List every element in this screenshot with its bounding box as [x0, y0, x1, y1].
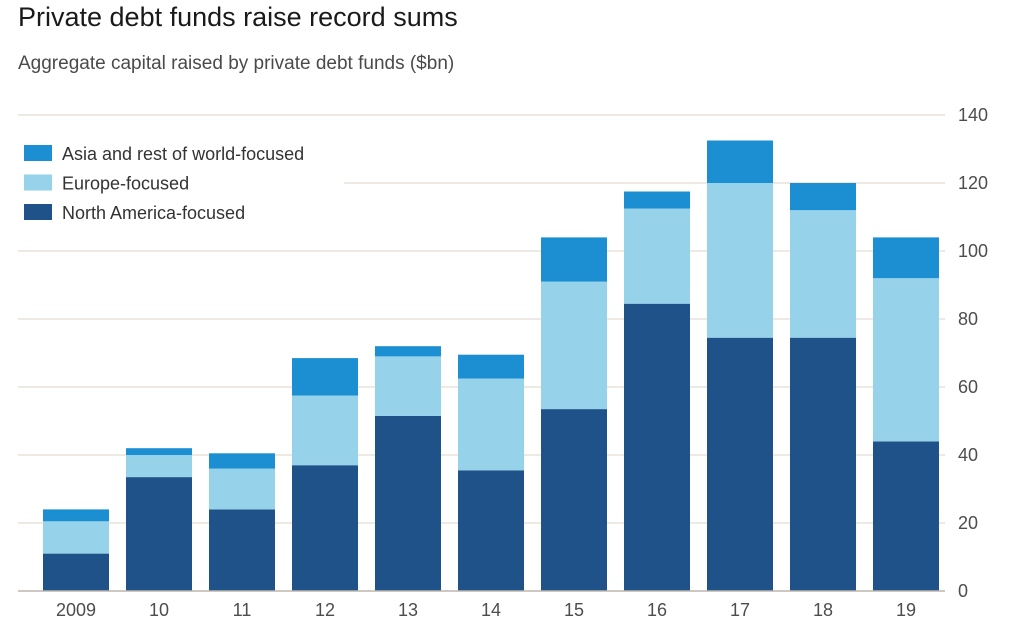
y-tick-label: 60	[958, 377, 978, 397]
bar-segment	[458, 354, 524, 379]
legend-label: Asia and rest of world-focused	[62, 144, 304, 164]
bar-stack	[458, 354, 524, 591]
legend-swatch	[24, 204, 52, 220]
bar-segment	[541, 409, 607, 591]
bar-segment	[624, 303, 690, 591]
chart-subtitle: Aggregate capital raised by private debt…	[18, 53, 455, 74]
x-tick-label: 17	[730, 600, 750, 620]
x-tick-label: 11	[233, 600, 252, 620]
x-axis-ticks: 2009 10 11 12 13 14 15 16 17 18 19	[56, 600, 916, 620]
bar-segment	[790, 337, 856, 591]
bar-segment	[292, 395, 358, 466]
bar-segment	[624, 191, 690, 209]
y-tick-label: 120	[958, 173, 988, 193]
bar-segment	[541, 281, 607, 410]
legend-swatch	[24, 174, 52, 191]
bar-segment	[126, 448, 192, 455]
bar-segment	[43, 509, 109, 522]
bar-segment	[43, 521, 109, 554]
chart-title: Private debt funds raise record sums	[18, 2, 458, 32]
y-tick-label: 20	[958, 513, 978, 533]
x-tick-label: 12	[315, 600, 335, 620]
bar-stack	[375, 346, 441, 591]
bar-stack	[209, 453, 275, 591]
bar-segment	[292, 465, 358, 591]
bar-segment	[873, 237, 939, 279]
x-tick-label: 18	[813, 600, 833, 620]
bar-segment	[707, 337, 773, 591]
bar-stack	[541, 237, 607, 591]
bar-segment	[126, 455, 192, 478]
bar-stack	[624, 191, 690, 591]
bar-segment	[873, 278, 939, 442]
y-tick-label: 0	[958, 581, 968, 601]
bar-segment	[707, 140, 773, 183]
bar-stack	[873, 237, 939, 591]
legend-label: Europe-focused	[62, 174, 189, 194]
legend-backdrop	[14, 132, 344, 232]
bar-segment	[375, 346, 441, 357]
bar-segment	[790, 210, 856, 338]
bar-segment	[209, 453, 275, 469]
bar-segment	[292, 358, 358, 396]
bar-segment	[209, 468, 275, 510]
bars	[43, 140, 939, 591]
bar-segment	[873, 441, 939, 591]
legend-swatch	[24, 145, 52, 161]
y-tick-label: 140	[958, 105, 988, 125]
x-tick-label: 10	[149, 600, 169, 620]
bar-stack	[790, 183, 856, 591]
bar-stack	[292, 358, 358, 591]
bar-stack	[43, 509, 109, 591]
bar-segment	[126, 477, 192, 591]
bar-segment	[458, 378, 524, 471]
bar-segment	[458, 470, 524, 591]
x-tick-label: 15	[564, 600, 584, 620]
bar-segment	[375, 415, 441, 591]
y-tick-label: 40	[958, 445, 978, 465]
x-tick-label: 2009	[56, 600, 96, 620]
legend-label: North America-focused	[62, 203, 245, 223]
bar-segment	[375, 356, 441, 416]
bar-segment	[541, 237, 607, 282]
y-axis-ticks: 0 20 40 60 80 100 120 140	[958, 105, 988, 601]
bar-stack	[707, 140, 773, 591]
x-tick-label: 13	[398, 600, 418, 620]
bar-segment	[707, 183, 773, 338]
bar-segment	[43, 553, 109, 591]
y-tick-label: 80	[958, 309, 978, 329]
bar-stack	[126, 448, 192, 591]
y-tick-label: 100	[958, 241, 988, 261]
bar-segment	[209, 509, 275, 591]
x-tick-label: 14	[481, 600, 501, 620]
bar-segment	[624, 208, 690, 304]
x-tick-label: 16	[647, 600, 667, 620]
x-tick-label: 19	[896, 600, 916, 620]
bar-segment	[790, 183, 856, 211]
legend: Asia and rest of world-focused Europe-foc…	[14, 132, 344, 232]
